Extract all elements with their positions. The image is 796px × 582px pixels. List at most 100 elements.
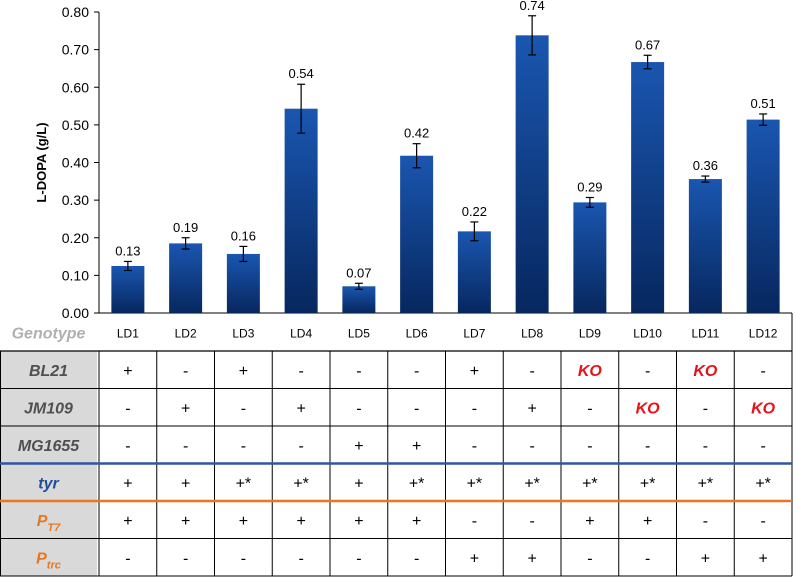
table-cell: + xyxy=(585,513,594,530)
bar-LD7 xyxy=(457,231,491,313)
table-cell: - xyxy=(645,438,650,455)
x-tick-label: LD1 xyxy=(117,327,139,341)
table-cell: + xyxy=(239,363,248,380)
y-tick-label: 0.70 xyxy=(62,42,89,58)
table-cell: KO xyxy=(578,363,603,380)
data-label: 0.36 xyxy=(693,158,718,173)
row-label-jm109: JM109 xyxy=(24,400,73,417)
table-cell: - xyxy=(587,438,592,455)
y-tick-label: 0.50 xyxy=(62,117,89,133)
bars: 0.13 0.19 0.16 0.54 0.07 0.42 0.22 0.74 0.29 0.67… xyxy=(111,0,780,314)
table-cell: +* xyxy=(524,475,540,492)
x-tick-label: LD4 xyxy=(290,327,312,341)
genotype-table: Genotype LD1 LD2 LD3 LD4 LD5 LD6 LD7 LD8 LD9 LD10 L… xyxy=(0,313,793,577)
table-cell: + xyxy=(643,513,652,530)
data-label: 0.29 xyxy=(577,179,602,194)
x-tick-label: LD2 xyxy=(175,327,197,341)
table-cell: - xyxy=(356,363,361,380)
table-cell: - xyxy=(703,438,708,455)
table-cell: - xyxy=(472,400,477,417)
table-cell: - xyxy=(298,363,303,380)
table-cell: - xyxy=(760,513,765,530)
table-cell: + xyxy=(758,550,767,567)
data-label: 0.19 xyxy=(173,220,198,235)
table-cell: - xyxy=(241,550,246,567)
table-cell: - xyxy=(125,550,130,567)
row-label-ptrc: Ptrc xyxy=(36,550,61,571)
table-cell: KO xyxy=(636,400,661,417)
genotype-header: Genotype xyxy=(12,326,86,343)
x-tick-label: LD10 xyxy=(633,327,662,341)
data-label: 0.51 xyxy=(750,96,775,111)
bar-LD2 xyxy=(169,243,203,313)
table-cell: +* xyxy=(293,475,309,492)
table-cell: - xyxy=(703,400,708,417)
table-cell: - xyxy=(125,400,130,417)
bar-LD5 xyxy=(342,286,376,313)
y-axis-label: L-DOPA (g/L) xyxy=(34,122,49,202)
bar-LD8 xyxy=(515,35,549,313)
row-label-bl21: BL21 xyxy=(29,363,68,380)
x-tick-label: LD8 xyxy=(521,327,543,341)
table-cell: - xyxy=(529,513,534,530)
y-tick-label: 0.40 xyxy=(62,155,89,171)
y-tick-label: 0.30 xyxy=(62,192,89,208)
x-tick-label: LD7 xyxy=(463,327,485,341)
table-cell: - xyxy=(298,550,303,567)
table-cell: - xyxy=(472,513,477,530)
y-tick-label: 0.10 xyxy=(62,267,89,283)
table-cell: + xyxy=(354,438,363,455)
data-label: 0.16 xyxy=(231,228,256,243)
table-cell: - xyxy=(183,363,188,380)
y-tick-label: 0.00 xyxy=(62,305,89,321)
table-cell: KO xyxy=(751,400,776,417)
data-label: 0.67 xyxy=(635,37,660,52)
bar-LD11 xyxy=(688,179,722,313)
table-cell: +* xyxy=(409,475,425,492)
table-cell: +* xyxy=(640,475,656,492)
table-cell: - xyxy=(529,363,534,380)
table-cell: - xyxy=(703,513,708,530)
table-cell: + xyxy=(296,513,305,530)
table-cell: - xyxy=(587,550,592,567)
table-cell: - xyxy=(472,438,477,455)
axes: 0.00 0.10 0.20 0.30 0.40 0.50 0.60 0.70 0.80 L-DO… xyxy=(34,4,792,321)
table-cell: - xyxy=(529,438,534,455)
bar-LD9 xyxy=(573,202,607,313)
data-label: 0.07 xyxy=(346,265,371,280)
table-cell: + xyxy=(123,363,132,380)
table-cell: - xyxy=(414,400,419,417)
table-cell: - xyxy=(298,438,303,455)
data-label: 0.74 xyxy=(519,0,544,13)
table-cell: + xyxy=(181,513,190,530)
data-label: 0.42 xyxy=(404,126,429,141)
bar-LD6 xyxy=(400,155,434,313)
bar-LD12 xyxy=(746,119,780,313)
table-cell: - xyxy=(760,438,765,455)
bar-LD3 xyxy=(226,253,260,313)
data-label: 0.22 xyxy=(462,204,487,219)
table-cell: + xyxy=(412,513,421,530)
x-tick-label: LD12 xyxy=(749,327,778,341)
table-cell: + xyxy=(123,513,132,530)
table-cell: KO xyxy=(693,363,718,380)
table-cell: +* xyxy=(582,475,598,492)
table-cell: + xyxy=(527,550,536,567)
table-cell: - xyxy=(645,550,650,567)
table-cell: +* xyxy=(698,475,714,492)
x-tick-label: LD6 xyxy=(406,327,428,341)
table-cell: + xyxy=(181,400,190,417)
table-cell: + xyxy=(354,475,363,492)
row-label-tyr: tyr xyxy=(38,475,59,492)
table-cell: + xyxy=(354,513,363,530)
table-cell: + xyxy=(412,438,421,455)
table-cell: - xyxy=(356,400,361,417)
y-tick-label: 0.60 xyxy=(62,79,89,95)
table-cell: - xyxy=(241,400,246,417)
table-cell: + xyxy=(296,400,305,417)
y-tick-label: 0.20 xyxy=(62,230,89,246)
table-cell: - xyxy=(587,400,592,417)
table-cell: + xyxy=(470,550,479,567)
x-tick-label: LD5 xyxy=(348,327,370,341)
